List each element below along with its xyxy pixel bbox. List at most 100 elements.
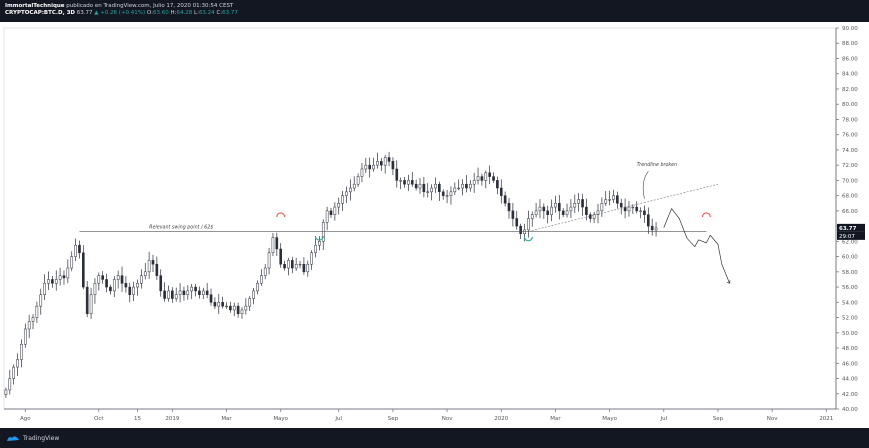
candle-body[interactable]: [221, 302, 224, 307]
candle-body[interactable]: [619, 203, 623, 208]
candle-body[interactable]: [174, 294, 178, 299]
candle-body[interactable]: [391, 161, 395, 170]
candle-body[interactable]: [105, 279, 108, 288]
candle-body[interactable]: [217, 302, 221, 307]
candle-body[interactable]: [519, 225, 522, 234]
candle-body[interactable]: [70, 256, 74, 269]
candle-body[interactable]: [244, 305, 248, 311]
candle-body[interactable]: [468, 183, 472, 189]
candle-body[interactable]: [62, 275, 66, 279]
candle-body[interactable]: [376, 161, 379, 166]
candle-body[interactable]: [480, 176, 484, 181]
candle-body[interactable]: [256, 283, 259, 292]
candle-body[interactable]: [534, 210, 538, 215]
candle-body[interactable]: [120, 275, 124, 284]
candle-body[interactable]: [39, 294, 43, 307]
candle-body[interactable]: [523, 229, 526, 234]
candle-body[interactable]: [499, 187, 503, 196]
candle-body[interactable]: [163, 290, 166, 299]
candle-body[interactable]: [399, 180, 402, 182]
candle-body[interactable]: [492, 176, 495, 181]
author-name[interactable]: ImmortalTechnique: [5, 3, 65, 9]
candle-body[interactable]: [515, 218, 519, 227]
candle-body[interactable]: [426, 191, 430, 193]
candle-body[interactable]: [66, 267, 70, 279]
candle-body[interactable]: [109, 286, 112, 292]
candle-body[interactable]: [434, 183, 437, 189]
candle-body[interactable]: [260, 275, 263, 284]
candle-body[interactable]: [287, 260, 290, 269]
candle-body[interactable]: [178, 290, 182, 295]
candle-body[interactable]: [592, 214, 596, 219]
candle-body[interactable]: [461, 183, 464, 189]
candle-body[interactable]: [20, 343, 23, 360]
candle-body[interactable]: [438, 183, 441, 193]
candle-body[interactable]: [356, 176, 360, 185]
candle-body[interactable]: [631, 206, 635, 209]
candle-body[interactable]: [453, 187, 457, 193]
candle-body[interactable]: [112, 279, 116, 292]
trendline[interactable]: [528, 183, 719, 232]
candle-body[interactable]: [360, 168, 364, 177]
candle-body[interactable]: [283, 263, 286, 269]
candle-body[interactable]: [194, 286, 197, 292]
candle-body[interactable]: [225, 305, 228, 308]
candle-body[interactable]: [31, 317, 35, 322]
candle-body[interactable]: [82, 252, 85, 288]
candle-body[interactable]: [290, 260, 294, 269]
candle-body[interactable]: [422, 183, 426, 193]
candle-body[interactable]: [314, 244, 317, 254]
candle-body[interactable]: [229, 305, 232, 311]
candle-body[interactable]: [267, 252, 271, 269]
candle-body[interactable]: [205, 290, 209, 295]
candle-body[interactable]: [186, 290, 190, 295]
candle-body[interactable]: [4, 389, 8, 395]
candle-body[interactable]: [550, 206, 553, 215]
candle-body[interactable]: [116, 275, 120, 280]
candle-body[interactable]: [190, 286, 193, 292]
candle-body[interactable]: [23, 328, 27, 345]
candle-body[interactable]: [147, 260, 151, 273]
candle-body[interactable]: [441, 191, 445, 196]
support-arc-1[interactable]: [314, 235, 324, 241]
candle-body[interactable]: [58, 275, 62, 280]
candle-body[interactable]: [635, 206, 639, 212]
candle-body[interactable]: [368, 164, 372, 170]
candle-body[interactable]: [364, 164, 368, 170]
candle-body[interactable]: [372, 164, 375, 170]
candle-body[interactable]: [35, 305, 39, 318]
candle-body[interactable]: [306, 263, 310, 273]
candle-body[interactable]: [476, 176, 480, 181]
candle-body[interactable]: [47, 279, 50, 284]
candle-body[interactable]: [151, 260, 155, 265]
candle-body[interactable]: [612, 195, 615, 200]
candle-body[interactable]: [201, 290, 205, 295]
candle-body[interactable]: [51, 279, 54, 284]
candle-body[interactable]: [569, 206, 573, 212]
candle-body[interactable]: [472, 180, 476, 185]
candle-body[interactable]: [430, 187, 433, 193]
candle-body[interactable]: [643, 210, 646, 215]
candle-body[interactable]: [128, 286, 132, 295]
candle-body[interactable]: [511, 210, 515, 219]
candle-body[interactable]: [345, 191, 348, 196]
symbol-name[interactable]: CRYPTOCAP:BTC.D, 3D: [5, 10, 75, 16]
candle-body[interactable]: [124, 283, 128, 288]
candle-body[interactable]: [236, 305, 240, 315]
candle-body[interactable]: [352, 183, 356, 189]
candle-body[interactable]: [577, 199, 580, 204]
candle-body[interactable]: [407, 180, 410, 185]
candle-body[interactable]: [604, 199, 608, 204]
candle-body[interactable]: [496, 180, 499, 189]
price-chart[interactable]: 90.00 88.00 86.00 84.00 82.00 80.00 78.00 76.00…: [0, 22, 869, 428]
candle-body[interactable]: [85, 286, 89, 314]
candle-body[interactable]: [310, 252, 313, 265]
candle-body[interactable]: [410, 180, 414, 185]
candle-body[interactable]: [318, 241, 321, 246]
candle-body[interactable]: [484, 172, 488, 181]
candle-body[interactable]: [240, 309, 244, 315]
candle-body[interactable]: [449, 191, 453, 196]
candle-body[interactable]: [155, 263, 159, 276]
candle-body[interactable]: [43, 283, 46, 295]
candle-body[interactable]: [252, 290, 255, 299]
